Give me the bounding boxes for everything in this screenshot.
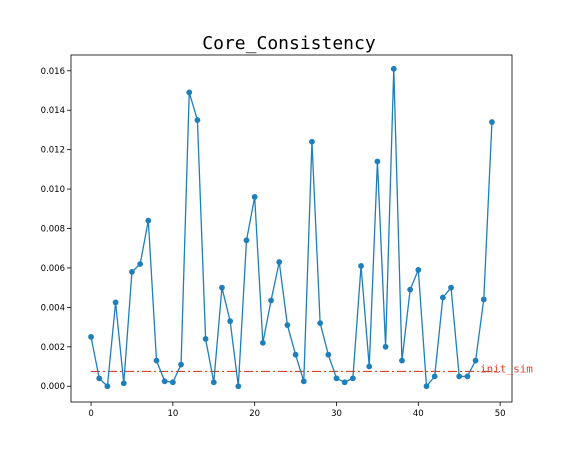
data-point — [284, 322, 291, 329]
data-point — [178, 361, 184, 368]
data-point — [325, 351, 332, 358]
x-tick-label: 30 — [331, 409, 342, 419]
data-point — [423, 383, 430, 390]
data-point — [317, 320, 324, 327]
data-point — [300, 378, 307, 385]
data-point — [366, 363, 373, 370]
data-point — [137, 261, 144, 267]
y-tick-label: 0.008 — [41, 225, 65, 235]
x-tick-label: 0 — [88, 409, 93, 419]
data-point — [120, 380, 127, 387]
data-point — [243, 237, 250, 244]
y-tick-label: 0.016 — [41, 67, 65, 77]
data-point — [276, 259, 283, 265]
data-point — [358, 263, 364, 269]
data-point — [333, 375, 340, 382]
reference-lines: init_sim — [91, 362, 533, 375]
x-tick-label: 50 — [495, 409, 506, 419]
data-point — [456, 373, 463, 380]
data-point — [439, 294, 446, 301]
series-line — [90, 68, 493, 388]
data-point — [374, 158, 381, 165]
x-axis: 0 10 20 30 40 50 — [88, 402, 506, 419]
y-tick-label: 0.006 — [41, 264, 65, 274]
data-point — [382, 343, 389, 350]
data-point — [489, 119, 495, 125]
series-layer — [88, 65, 495, 390]
data-point — [96, 375, 103, 382]
data-point — [309, 138, 315, 145]
data-point — [251, 194, 258, 200]
data-point — [292, 351, 299, 358]
data-point — [153, 357, 160, 364]
data-point — [219, 284, 225, 291]
axes-frame — [70, 54, 513, 403]
data-point — [480, 296, 487, 303]
x-tick-label: 40 — [413, 409, 424, 419]
y-tick-label: 0.010 — [41, 185, 65, 195]
chart-title: Core_Consistency — [202, 33, 376, 54]
y-tick-label: 0.000 — [41, 382, 65, 392]
data-point — [349, 375, 356, 382]
data-point — [268, 297, 274, 304]
data-point — [112, 299, 119, 306]
y-axis: 0.000 0.002 0.004 0.006 0.008 0.010 0.012 0.014… — [41, 67, 71, 392]
data-point — [259, 339, 266, 346]
data-point — [129, 268, 135, 275]
data-point — [194, 117, 201, 123]
x-tick-label: 10 — [167, 409, 178, 419]
data-point — [464, 373, 471, 380]
data-point — [399, 357, 405, 364]
data-point — [227, 318, 234, 325]
data-point — [448, 284, 454, 291]
y-tick-label: 0.014 — [41, 106, 65, 116]
data-point — [169, 379, 176, 386]
data-point — [415, 267, 422, 273]
data-point — [186, 89, 193, 96]
x-tick-label: 20 — [249, 409, 260, 419]
data-point — [88, 334, 94, 340]
reference-line-label: init_sim — [480, 362, 533, 375]
data-point — [390, 65, 397, 72]
data-point — [472, 357, 479, 364]
y-tick-label: 0.004 — [41, 303, 65, 313]
data-point — [210, 379, 217, 386]
data-point — [202, 336, 209, 342]
data-point — [145, 217, 152, 224]
data-point — [104, 383, 111, 390]
data-point — [235, 383, 242, 390]
y-tick-label: 0.002 — [41, 343, 65, 353]
data-point — [431, 373, 438, 380]
data-point — [407, 286, 414, 293]
data-point — [161, 378, 168, 385]
y-tick-label: 0.012 — [41, 146, 65, 156]
data-point — [341, 379, 348, 386]
